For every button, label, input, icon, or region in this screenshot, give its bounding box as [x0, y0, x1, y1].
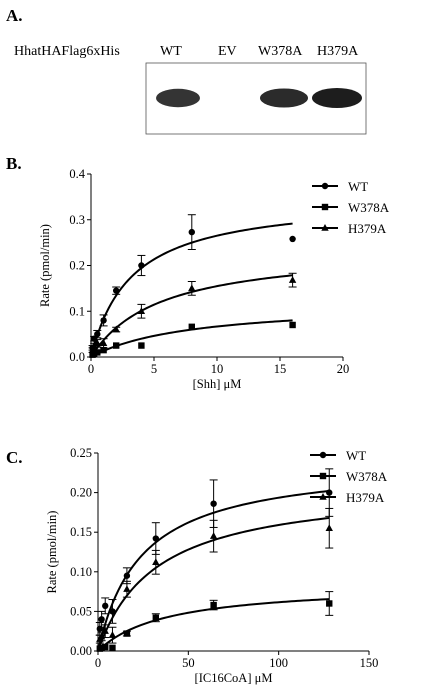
data-point-wt — [94, 330, 101, 338]
data-point-w378a — [188, 323, 195, 331]
panel-a-label: A. — [6, 6, 23, 25]
x-axis-title: [IC16CoA] μM — [195, 671, 273, 685]
y-tick-label: 0.1 — [69, 304, 85, 318]
data-point-wt — [138, 262, 145, 269]
data-point-wt — [326, 489, 333, 496]
y-tick-label: 0.10 — [70, 565, 92, 579]
x-tick-label: 5 — [151, 362, 157, 376]
x-tick-label: 20 — [337, 362, 350, 376]
lane-label-h379a: H379A — [317, 44, 359, 59]
data-point-wt — [90, 335, 98, 342]
blot-bands — [156, 88, 362, 108]
data-point-wt — [100, 317, 107, 324]
y-tick-label: 0.4 — [69, 167, 85, 181]
legend-label-w378a: W378A — [346, 469, 388, 484]
data-point-h379a — [152, 558, 160, 565]
x-tick-label: 0 — [88, 362, 94, 376]
data-point-h379a — [325, 524, 333, 531]
legend-label-h379a: H379A — [346, 490, 385, 505]
data-point-wt — [152, 535, 160, 542]
data-point-h379a — [108, 631, 117, 638]
data-point-w378a — [100, 346, 107, 354]
y-tick-label: 0.25 — [70, 446, 92, 460]
data-point-w378a — [210, 601, 217, 609]
construct-label: HhatHAFlag6xHis — [14, 44, 120, 59]
y-tick-label: 0.0 — [69, 350, 85, 364]
data-point-h379a — [93, 339, 101, 346]
legend-marker-wt — [321, 182, 329, 190]
legend-marker-wt — [319, 451, 327, 459]
data-point-wt — [113, 287, 120, 294]
legend-marker-w378a — [319, 472, 327, 480]
y-axis-title: Rate (pmol/min) — [38, 224, 52, 307]
data-point-w378a — [109, 644, 116, 652]
x-tick-label: 10 — [211, 362, 224, 376]
y-tick-label: 0.20 — [70, 486, 92, 500]
y-tick-label: 0.2 — [69, 259, 85, 273]
legend-label-wt: WT — [346, 448, 366, 463]
data-point-h379a — [112, 325, 120, 333]
y-axis-title: Rate (pmol/min) — [45, 511, 59, 594]
lane-label-wt: WT — [160, 44, 182, 59]
data-point-wt — [188, 228, 195, 236]
data-point-wt — [102, 602, 109, 610]
data-point-h379a — [209, 532, 218, 539]
data-point-h379a — [123, 585, 131, 592]
legend-marker-w378a — [321, 203, 329, 211]
data-point-h379a — [88, 346, 97, 353]
data-point-w378a — [98, 644, 105, 652]
panel-b-label: B. — [6, 154, 22, 173]
chart-panel-c: C. 0.00 0.05 0.10 0.15 0.20 0.25 0 50 100 150 [IC16… — [6, 446, 388, 685]
x-tick-label: 150 — [360, 656, 379, 670]
data-point-h379a — [137, 307, 146, 314]
legend-marker-h379a — [321, 224, 329, 231]
data-point-wt — [210, 500, 217, 507]
data-point-w378a — [138, 342, 145, 349]
data-point-wt — [289, 235, 296, 243]
data-point-w378a — [113, 342, 120, 349]
x-tick-label: 100 — [269, 656, 288, 670]
data-point-w378a — [289, 321, 296, 329]
data-point-w378a — [102, 643, 109, 651]
legend-marker-h379a — [319, 493, 327, 500]
lane-label-ev: EV — [218, 44, 237, 59]
data-point-h379a — [288, 276, 297, 283]
y-tick-label: 0.00 — [70, 644, 92, 658]
y-tick-label: 0.05 — [70, 604, 92, 618]
data-point-h379a — [101, 627, 109, 634]
data-point-wt — [98, 616, 105, 623]
data-point-h379a — [99, 339, 108, 346]
y-tick-label: 0.3 — [69, 213, 85, 227]
data-point-w378a — [94, 349, 101, 356]
x-tick-label: 50 — [182, 656, 195, 670]
data-point-w378a — [152, 614, 160, 621]
chart-panel-b: B. 0.0 0.1 0.2 0.3 0.4 0 5 10 15 20 [Shh] μM Rate (p… — [6, 154, 390, 391]
blot-band-h379a — [312, 88, 362, 108]
data-point-w378a — [326, 600, 333, 607]
blot-band-wt — [156, 88, 200, 108]
data-point-wt — [123, 572, 131, 579]
x-tick-label: 15 — [274, 362, 287, 376]
legend-label-h379a: H379A — [348, 221, 387, 236]
lane-label-w378a: W378A — [258, 44, 303, 59]
blot-band-w378a — [260, 88, 308, 108]
legend-label-wt: WT — [348, 179, 368, 194]
data-point-w378a — [123, 630, 131, 637]
y-tick-label: 0.15 — [70, 525, 92, 539]
x-tick-label: 0 — [95, 656, 101, 670]
data-point-h379a — [188, 284, 196, 292]
panel-c-label: C. — [6, 448, 23, 467]
x-axis-title: [Shh] μM — [193, 377, 242, 391]
legend-label-w378a: W378A — [348, 200, 390, 215]
